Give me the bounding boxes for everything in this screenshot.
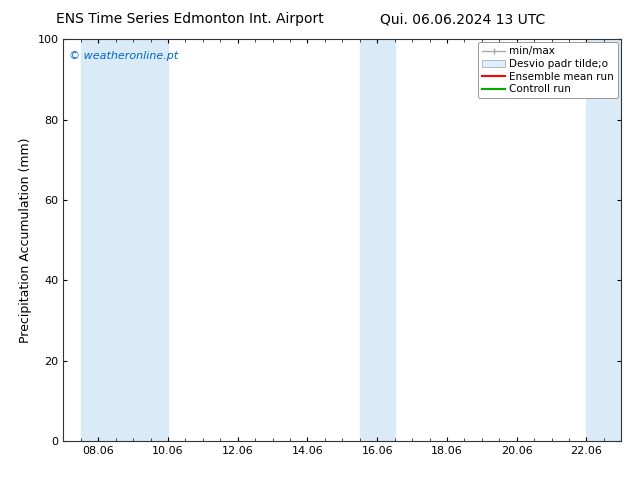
Text: © weatheronline.pt: © weatheronline.pt <box>69 51 178 61</box>
Y-axis label: Precipitation Accumulation (mm): Precipitation Accumulation (mm) <box>19 137 32 343</box>
Bar <box>81 39 168 441</box>
Legend: min/max, Desvio padr tilde;o, Ensemble mean run, Controll run: min/max, Desvio padr tilde;o, Ensemble m… <box>478 42 618 98</box>
Text: Qui. 06.06.2024 13 UTC: Qui. 06.06.2024 13 UTC <box>380 12 545 26</box>
Bar <box>586 39 621 441</box>
Bar <box>360 39 394 441</box>
Text: ENS Time Series Edmonton Int. Airport: ENS Time Series Edmonton Int. Airport <box>56 12 324 26</box>
